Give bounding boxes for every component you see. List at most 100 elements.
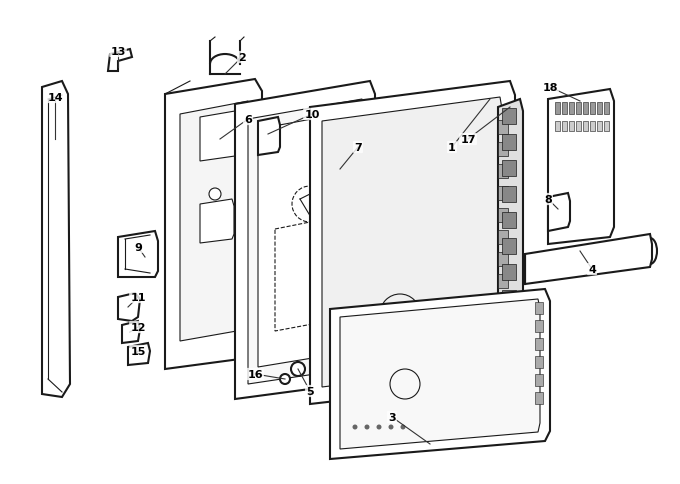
Bar: [502, 109, 516, 125]
Circle shape: [377, 424, 381, 430]
Polygon shape: [258, 118, 280, 156]
Text: 17: 17: [460, 135, 476, 145]
Text: 1: 1: [448, 143, 456, 152]
Text: 9: 9: [134, 242, 142, 253]
Bar: [502, 239, 516, 255]
Bar: [355, 184, 363, 191]
Polygon shape: [180, 102, 250, 341]
Polygon shape: [548, 90, 614, 244]
Text: 14: 14: [47, 93, 63, 103]
Text: 16: 16: [248, 369, 262, 379]
Bar: [535, 338, 543, 350]
Bar: [535, 356, 543, 368]
Polygon shape: [118, 293, 140, 321]
Bar: [355, 166, 363, 173]
Text: 2: 2: [238, 53, 246, 63]
Text: 6: 6: [244, 115, 252, 125]
Polygon shape: [165, 80, 262, 369]
Bar: [597, 122, 602, 132]
Bar: [502, 290, 516, 306]
Bar: [502, 317, 516, 333]
Bar: [569, 103, 574, 115]
Polygon shape: [108, 50, 132, 72]
Circle shape: [373, 351, 379, 357]
Bar: [498, 143, 508, 157]
Bar: [597, 103, 602, 115]
Polygon shape: [200, 112, 237, 162]
Bar: [498, 121, 508, 135]
Bar: [604, 122, 609, 132]
Text: 7: 7: [354, 143, 362, 152]
Bar: [583, 122, 588, 132]
Circle shape: [427, 351, 433, 357]
Polygon shape: [340, 300, 540, 449]
Bar: [535, 374, 543, 386]
Bar: [498, 187, 508, 200]
Bar: [562, 122, 567, 132]
Bar: [555, 103, 560, 115]
Polygon shape: [310, 82, 515, 404]
Bar: [502, 187, 516, 203]
Bar: [498, 230, 508, 244]
Text: 3: 3: [388, 412, 396, 422]
Text: 11: 11: [131, 292, 146, 302]
Circle shape: [209, 189, 221, 200]
Circle shape: [280, 374, 290, 384]
Polygon shape: [548, 194, 570, 231]
Text: 4: 4: [588, 264, 596, 274]
Text: 12: 12: [131, 322, 146, 333]
Text: 8: 8: [544, 195, 552, 205]
Polygon shape: [498, 100, 523, 391]
Bar: [498, 253, 508, 267]
Polygon shape: [235, 82, 375, 399]
Circle shape: [364, 424, 369, 430]
Bar: [569, 122, 574, 132]
Circle shape: [401, 424, 405, 430]
Bar: [355, 221, 363, 227]
Text: 5: 5: [306, 386, 313, 396]
Text: 13: 13: [110, 47, 126, 57]
Bar: [590, 122, 595, 132]
Bar: [576, 122, 581, 132]
Text: 10: 10: [305, 110, 320, 120]
Polygon shape: [128, 343, 150, 365]
Bar: [502, 135, 516, 151]
Circle shape: [355, 351, 361, 357]
Bar: [355, 257, 363, 262]
Bar: [535, 320, 543, 333]
Circle shape: [352, 424, 358, 430]
Circle shape: [388, 424, 394, 430]
Bar: [562, 103, 567, 115]
Bar: [535, 302, 543, 314]
Bar: [502, 161, 516, 177]
Bar: [498, 165, 508, 179]
Bar: [535, 392, 543, 404]
Bar: [555, 122, 560, 132]
Polygon shape: [42, 82, 70, 397]
Circle shape: [409, 351, 415, 357]
Polygon shape: [525, 235, 652, 285]
Bar: [590, 103, 595, 115]
Circle shape: [337, 351, 343, 357]
Bar: [498, 274, 508, 288]
Bar: [498, 296, 508, 310]
Polygon shape: [118, 231, 158, 277]
Polygon shape: [200, 199, 234, 243]
Text: 15: 15: [131, 346, 146, 356]
Circle shape: [291, 362, 305, 376]
Bar: [502, 264, 516, 280]
Bar: [355, 239, 363, 244]
Polygon shape: [258, 112, 357, 367]
Bar: [576, 103, 581, 115]
Polygon shape: [322, 98, 502, 387]
Polygon shape: [330, 289, 550, 459]
Bar: [355, 203, 363, 209]
Polygon shape: [248, 100, 365, 384]
Bar: [502, 212, 516, 228]
Bar: [604, 103, 609, 115]
Bar: [583, 103, 588, 115]
Polygon shape: [122, 321, 140, 343]
Bar: [355, 274, 363, 280]
Bar: [498, 209, 508, 223]
Circle shape: [391, 351, 397, 357]
